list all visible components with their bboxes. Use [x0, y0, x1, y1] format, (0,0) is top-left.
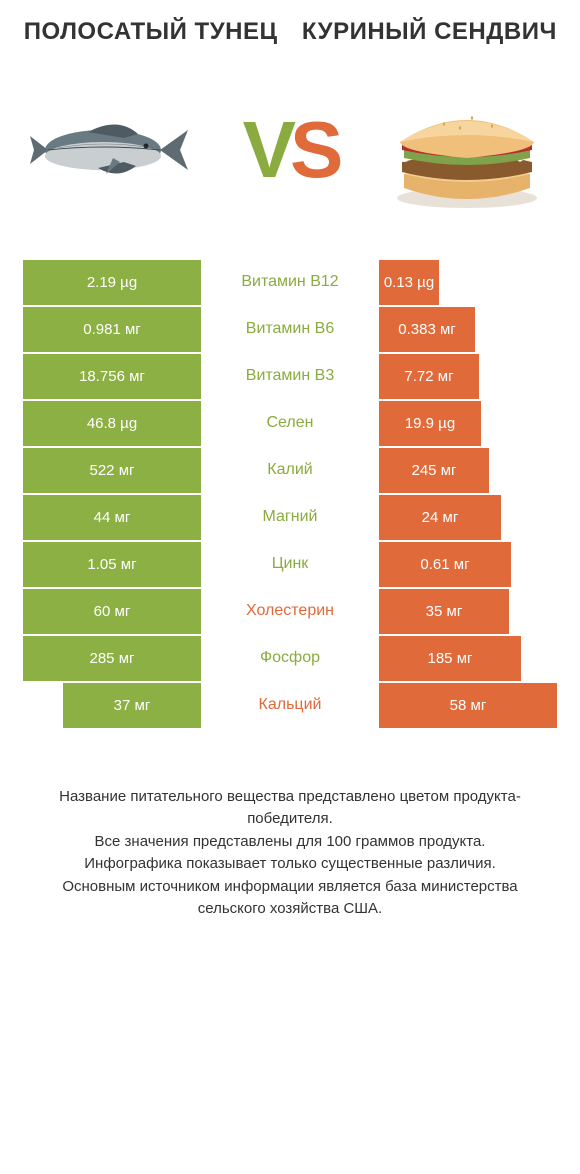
nutrient-label: Витамин B6: [201, 320, 379, 338]
nutrient-label: Калий: [201, 461, 379, 479]
titles: ПОЛОСАТЫЙ ТУНЕЦ КУРИНЫЙ СЕНДВИЧ: [22, 18, 558, 46]
right-value: 58 мг: [379, 683, 557, 728]
left-value: 18.756 мг: [23, 354, 201, 399]
right-value: 7.72 мг: [379, 354, 479, 399]
table-row: 37 мгКальций58 мг: [22, 683, 558, 728]
hero-row: VS: [22, 80, 558, 220]
left-value: 44 мг: [23, 495, 201, 540]
vs-s: S: [290, 105, 337, 194]
footnotes: Название питательного вещества представл…: [22, 786, 558, 921]
footnote-line: Основным источником информации является …: [30, 876, 550, 921]
left-value: 0.981 мг: [23, 307, 201, 352]
table-row: 44 мгМагний24 мг: [22, 495, 558, 540]
left-value: 1.05 мг: [23, 542, 201, 587]
right-value: 0.61 мг: [379, 542, 511, 587]
left-value: 46.8 µg: [23, 401, 201, 446]
nutrient-label: Холестерин: [201, 602, 379, 620]
footnote-line: Все значения представлены для 100 граммо…: [30, 831, 550, 854]
right-value: 245 мг: [379, 448, 489, 493]
nutrient-label: Кальций: [201, 696, 379, 714]
nutrient-label: Витамин B3: [201, 367, 379, 385]
table-row: 1.05 мгЦинк0.61 мг: [22, 542, 558, 587]
sandwich-image: [382, 80, 552, 220]
right-value: 0.13 µg: [379, 260, 439, 305]
footnote-line: Инфографика показывает только существенн…: [30, 853, 550, 876]
comparison-table: 2.19 µgВитамин B120.13 µg0.981 мгВитамин…: [22, 260, 558, 728]
table-row: 46.8 µgСелен19.9 µg: [22, 401, 558, 446]
left-value: 37 мг: [63, 683, 201, 728]
table-row: 522 мгКалий245 мг: [22, 448, 558, 493]
tuna-image: [28, 80, 198, 220]
table-row: 60 мгХолестерин35 мг: [22, 589, 558, 634]
left-value: 522 мг: [23, 448, 201, 493]
right-value: 19.9 µg: [379, 401, 481, 446]
right-value: 24 мг: [379, 495, 501, 540]
table-row: 285 мгФосфор185 мг: [22, 636, 558, 681]
table-row: 0.981 мгВитамин B60.383 мг: [22, 307, 558, 352]
left-value: 60 мг: [23, 589, 201, 634]
nutrient-label: Витамин B12: [201, 273, 379, 291]
left-title: ПОЛОСАТЫЙ ТУНЕЦ: [22, 18, 279, 46]
right-title: КУРИНЫЙ СЕНДВИЧ: [301, 18, 558, 46]
footnote-line: Название питательного вещества представл…: [30, 786, 550, 831]
vs-v: V: [243, 105, 290, 194]
nutrient-label: Цинк: [201, 555, 379, 573]
right-value: 0.383 мг: [379, 307, 475, 352]
right-value: 35 мг: [379, 589, 509, 634]
vs-label: VS: [243, 110, 338, 190]
left-value: 285 мг: [23, 636, 201, 681]
nutrient-label: Селен: [201, 414, 379, 432]
left-value: 2.19 µg: [23, 260, 201, 305]
right-value: 185 мг: [379, 636, 521, 681]
nutrient-label: Магний: [201, 508, 379, 526]
table-row: 2.19 µgВитамин B120.13 µg: [22, 260, 558, 305]
table-row: 18.756 мгВитамин B37.72 мг: [22, 354, 558, 399]
nutrient-label: Фосфор: [201, 649, 379, 667]
